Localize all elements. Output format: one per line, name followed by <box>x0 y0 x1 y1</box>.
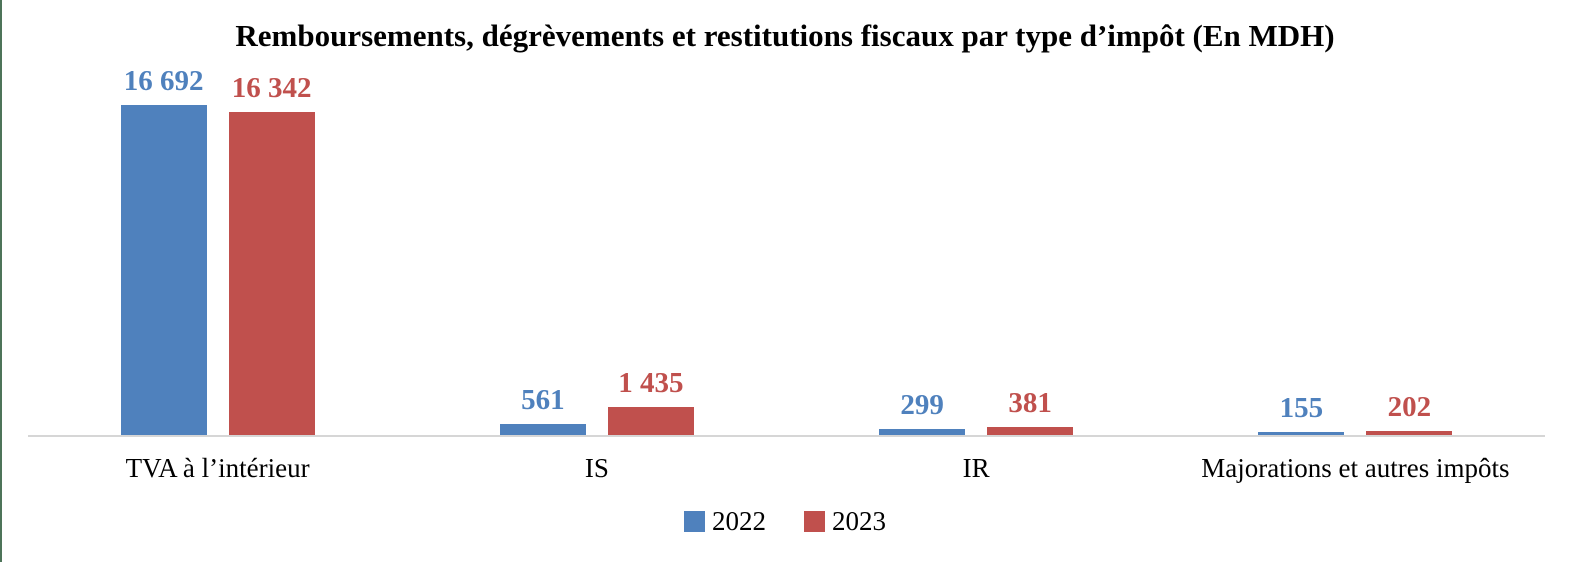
bar-value-label: 381 <box>1008 387 1052 419</box>
bar-2023 <box>228 112 315 435</box>
category-label: Majorations et autres impôts <box>1201 453 1510 483</box>
bar-value-label: 561 <box>521 384 565 416</box>
bar-column-2023: 202 <box>1366 67 1453 435</box>
bar-column-2023: 16 342 <box>228 67 315 435</box>
bar-2023 <box>987 427 1074 435</box>
bar-column-2022: 155 <box>1258 67 1345 435</box>
chart-title: Remboursements, dégrèvements et restitut… <box>235 18 1335 53</box>
bar-group: 155 202 <box>1166 67 1545 435</box>
legend-label: 2022 <box>712 506 766 536</box>
legend-item-2023: 2023 <box>804 508 886 535</box>
bar-group: 16 692 16 342 <box>28 67 407 435</box>
bar-value-label: 16 342 <box>231 72 312 104</box>
legend-swatch-icon <box>684 511 705 532</box>
x-axis-line <box>28 435 1545 437</box>
bar-column-2022: 16 692 <box>120 65 207 435</box>
frame-left-border <box>0 0 2 562</box>
bar-value-label: 202 <box>1387 391 1432 423</box>
bar-value-label: 299 <box>900 389 944 421</box>
legend-label: 2023 <box>832 506 886 536</box>
chart-legend: 2022 2023 <box>0 508 1570 535</box>
category-label: IS <box>584 453 609 483</box>
bar-column-2023: 381 <box>987 67 1074 435</box>
bar-2022 <box>879 429 966 435</box>
bar-2022 <box>120 105 207 435</box>
plot-area: 16 692 16 342 561 1 435 299 381 155 202 <box>28 67 1545 435</box>
legend-swatch-icon <box>804 511 825 532</box>
legend-item-2022: 2022 <box>684 508 766 535</box>
bar-2022 <box>499 424 586 435</box>
bar-column-2022: 561 <box>499 67 586 435</box>
category-axis: TVA à l’intérieur IS IR Majorations et autr… <box>28 452 1545 484</box>
bar-value-label: 1 435 <box>618 367 684 399</box>
bar-2022 <box>1258 432 1345 435</box>
bar-group: 561 1 435 <box>407 67 786 435</box>
category-label: TVA à l’intérieur <box>125 453 310 483</box>
bar-column-2023: 1 435 <box>607 67 694 435</box>
bar-column-2022: 299 <box>879 67 966 435</box>
category-label: IR <box>962 453 990 483</box>
bar-value-label: 155 <box>1279 392 1324 424</box>
bar-2023 <box>607 407 694 435</box>
bar-group: 299 381 <box>787 67 1166 435</box>
bar-value-label: 16 692 <box>123 65 204 97</box>
bar-2023 <box>1366 431 1453 435</box>
